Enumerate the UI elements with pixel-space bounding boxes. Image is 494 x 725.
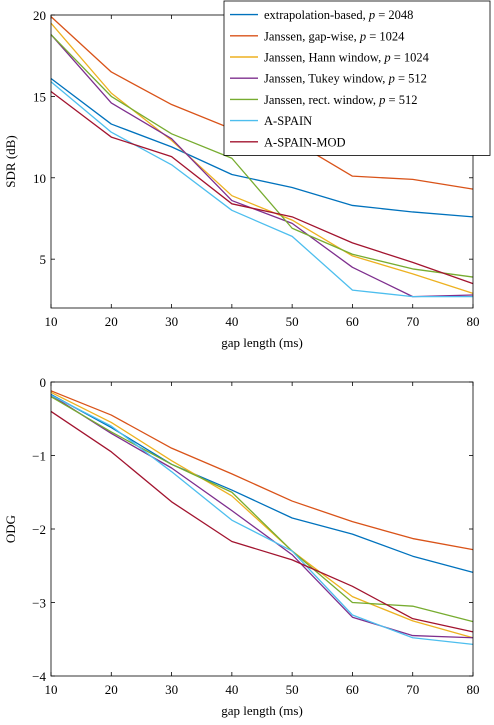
sdr-x-tick-label: 30: [165, 314, 178, 329]
odg-y-tick-label: −3: [32, 596, 46, 611]
odg-x-tick-label: 20: [105, 682, 118, 697]
odg-y-axis-label: ODG: [3, 515, 18, 543]
odg-x-tick-label: 30: [165, 682, 178, 697]
odg-x-tick-label: 50: [286, 682, 299, 697]
sdr-x-tick-label: 70: [406, 314, 419, 329]
odg-x-axis-label: gap length (ms): [221, 703, 303, 718]
legend-item-label: Janssen, Tukey window, p = 512: [264, 72, 427, 86]
sdr-y-tick-label: 10: [33, 171, 46, 186]
odg-x-tick-label: 10: [45, 682, 58, 697]
sdr-y-axis-label: SDR (dB): [3, 135, 18, 187]
legend-item-label: Janssen, rect. window, p = 512: [264, 93, 417, 107]
odg-series-line-1: [51, 391, 473, 550]
odg-y-tick-label: −4: [32, 669, 46, 684]
legend-item-label: A-SPAIN: [264, 114, 312, 128]
odg-x-tick-label: 80: [467, 682, 480, 697]
sdr-x-tick-label: 60: [346, 314, 359, 329]
odg-x-tick-label: 70: [406, 682, 419, 697]
sdr-x-axis-label: gap length (ms): [221, 335, 303, 350]
odg-y-tick-label: 0: [40, 375, 47, 390]
odg-series-line-5: [51, 395, 473, 644]
legend-item-label: A-SPAIN-MOD: [264, 135, 346, 149]
sdr-y-tick-label: 15: [33, 89, 46, 104]
sdr-x-tick-label: 10: [45, 314, 58, 329]
sdr-y-tick-label: 5: [40, 252, 47, 267]
sdr-x-tick-label: 40: [225, 314, 238, 329]
odg-chart: 10 20 30 40 50 60 70 80 −4 −3 −2 −1 0 gap length (ms)…: [3, 375, 480, 718]
odg-plot-frame: [51, 382, 473, 676]
odg-series-line-0: [51, 395, 473, 573]
legend-item-label: Janssen, Hann window, p = 1024: [264, 51, 430, 65]
sdr-x-tick-label: 80: [467, 314, 480, 329]
odg-x-tick-label: 60: [346, 682, 359, 697]
odg-y-tick-label: −1: [32, 449, 46, 464]
sdr-y-tick-label: 20: [33, 8, 46, 23]
sdr-x-tick-label: 50: [286, 314, 299, 329]
odg-x-tick-label: 40: [225, 682, 238, 697]
odg-series-line-3: [51, 395, 473, 638]
legend-item-label: extrapolation-based, p = 2048: [264, 8, 413, 22]
sdr-x-tick-label: 20: [105, 314, 118, 329]
legend: extrapolation-based, p = 2048 Janssen, ga…: [224, 1, 490, 155]
odg-series-line-4: [51, 397, 473, 622]
odg-y-tick-label: −2: [32, 522, 46, 537]
legend-item-label: Janssen, gap-wise, p = 1024: [264, 29, 405, 43]
